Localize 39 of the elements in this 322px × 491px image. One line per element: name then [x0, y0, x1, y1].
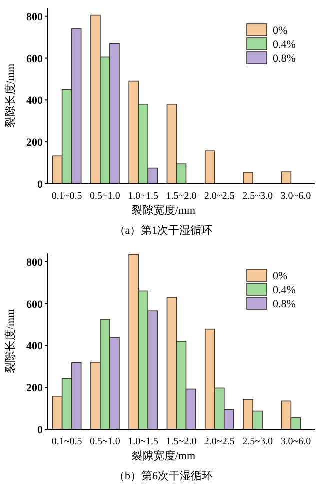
x-axis-title: 裂隙宽度/mm [131, 204, 196, 217]
y-axis-title: 裂隙长度/mm [4, 63, 17, 128]
y-tick-label: 200 [26, 382, 44, 395]
legend-label: 0.4% [273, 39, 296, 51]
legend-label: 0% [273, 270, 288, 282]
y-tick-label: 0 [38, 424, 44, 436]
x-tick-label: 0.5~1.0 [90, 191, 120, 202]
y-tick-label: 600 [26, 298, 44, 311]
x-tick-label: 2.5~3.0 [242, 436, 273, 448]
x-axis-title: 裂隙宽度/mm [131, 450, 196, 462]
y-tick-label: 0 [38, 179, 44, 191]
x-tick-label: 1.5~2.0 [166, 191, 197, 202]
text: （a）第1次干湿循环 [114, 225, 213, 237]
y-tick-label: 400 [26, 340, 44, 353]
bar [243, 172, 254, 184]
x-tick-label: 1.5~2.0 [166, 436, 197, 448]
legend-label: 0% [273, 25, 288, 37]
text: （b）第6次干湿循环 [114, 470, 213, 482]
x-tick-label: 0.5~1.0 [90, 436, 120, 448]
y-tick-label: 600 [26, 53, 44, 66]
x-tick-label: 1.0~1.5 [128, 191, 159, 202]
y-tick-label: 800 [26, 256, 44, 269]
y-tick-label: 200 [26, 137, 44, 150]
legend-label: 0.8% [273, 298, 296, 310]
x-tick-label: 0.1~0.5 [52, 191, 82, 202]
x-tick-label: 0.1~0.5 [52, 436, 82, 448]
bar [281, 172, 292, 184]
bar [204, 150, 216, 184]
legend-label: 0.4% [273, 284, 296, 296]
legend-label: 0.8% [273, 53, 296, 65]
x-tick-label: 2.0~2.5 [204, 436, 235, 448]
x-tick-label: 3.0~6.0 [280, 436, 312, 448]
x-tick-label: 1.0~1.5 [128, 436, 159, 448]
x-tick-label: 2.5~3.0 [242, 191, 273, 202]
y-axis-title: 裂隙长度/mm [4, 308, 17, 374]
x-tick-label: 2.0~2.5 [204, 191, 235, 202]
y-tick-label: 800 [26, 11, 44, 24]
y-tick-label: 400 [26, 95, 44, 108]
x-tick-label: 3.0~6.0 [280, 191, 312, 202]
